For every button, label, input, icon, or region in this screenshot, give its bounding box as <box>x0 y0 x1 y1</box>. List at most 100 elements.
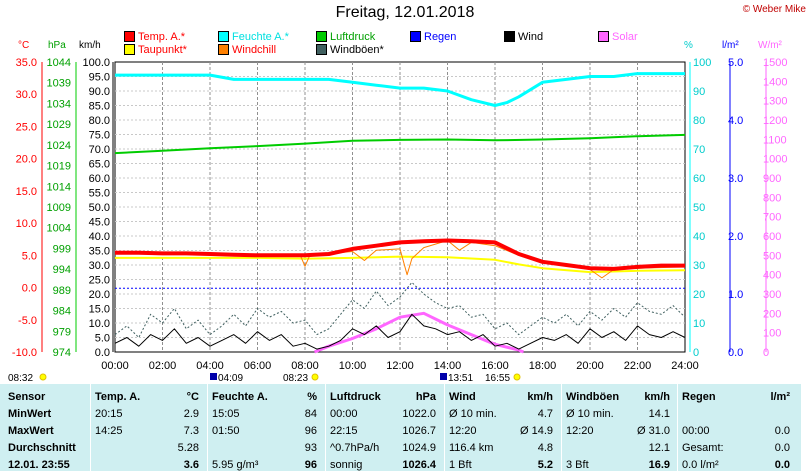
axis-header-rain: l/m² <box>722 40 739 51</box>
y-tick-solar: 200 <box>763 308 781 320</box>
y-tick-wind: 45.0 <box>89 217 110 229</box>
y-tick-pressure: 1004 <box>47 223 71 235</box>
y-tick-wind: 75.0 <box>89 130 110 142</box>
y-tick-wind: 85.0 <box>89 101 110 113</box>
y-tick-wind: 15.0 <box>89 304 110 316</box>
stats-cell-value: 14.1 <box>648 408 670 420</box>
y-tick-rain: 0.0 <box>728 347 743 359</box>
axis-header-temp: °C <box>18 40 30 51</box>
legend-item-6: Taupunkt* <box>124 44 187 58</box>
y-tick-pressure: 989 <box>53 285 71 297</box>
y-tick-humidity: 60 <box>693 173 705 185</box>
y-tick-wind: 35.0 <box>89 246 110 258</box>
y-tick-temp: -10.0 <box>12 347 37 359</box>
sun-icon <box>513 373 521 381</box>
stats-cell-note: 01:50 <box>212 425 240 437</box>
stats-col-divider <box>677 384 678 471</box>
legend-swatch <box>218 44 229 55</box>
stats-cell-value: 4.8 <box>537 442 553 454</box>
legend-item-5: Solar <box>598 31 638 45</box>
legend-item-1: Feuchte A.* <box>218 31 289 45</box>
legend-swatch <box>124 31 135 42</box>
y-tick-humidity: 100 <box>693 57 711 69</box>
stats-table-background <box>0 384 801 471</box>
y-tick-humidity: 50 <box>693 202 705 214</box>
stats-header: Wind <box>449 391 476 403</box>
y-tick-pressure: 1039 <box>47 78 71 90</box>
x-tick-label: 04:00 <box>196 360 224 372</box>
x-tick-label: 20:00 <box>576 360 604 372</box>
stats-cell-value: 1022.0 <box>402 408 436 420</box>
y-tick-humidity: 70 <box>693 144 705 156</box>
legend-label: Luftdruck <box>330 31 376 43</box>
series-luftdruck <box>114 133 686 155</box>
stats-row-label: 12.01. 23:55 <box>8 459 70 471</box>
y-tick-rain: 2.0 <box>728 231 743 243</box>
legend-swatch <box>316 44 327 55</box>
stats-header: Windböen <box>566 391 620 403</box>
stats-cell-value: 16.9 <box>648 459 670 471</box>
legend-swatch <box>124 44 135 55</box>
axis-header-solar: W/m² <box>758 40 782 51</box>
legend-item-2: Luftdruck <box>316 31 375 45</box>
copyright-label[interactable]: © Weber Mike <box>742 4 806 15</box>
stats-col-divider <box>444 384 445 471</box>
series-feuchte-a <box>115 72 685 107</box>
stats-header: Regen <box>682 391 716 403</box>
x-tick-label: 08:00 <box>291 360 319 372</box>
moon-icon <box>440 373 447 380</box>
marker-time-1: 04:09 <box>218 373 243 384</box>
stats-cell-note: 20:15 <box>95 408 123 420</box>
series-windchill <box>114 240 686 279</box>
stats-header: Luftdruck <box>330 391 381 403</box>
y-tick-wind: 60.0 <box>89 173 110 185</box>
legend-label: Temp. A.* <box>138 31 186 43</box>
x-tick-label: 18:00 <box>529 360 557 372</box>
stats-unit: °C <box>186 391 199 403</box>
legend-swatch <box>316 31 327 42</box>
y-tick-rain: 3.0 <box>728 173 743 185</box>
y-tick-solar: 1100 <box>763 134 787 146</box>
legend-label: Feuchte A.* <box>232 31 289 43</box>
stats-header: Temp. A. <box>95 391 141 403</box>
y-tick-solar: 1300 <box>763 96 787 108</box>
legend-item-8: Windböen* <box>316 44 384 58</box>
stats-cell-value: 1026.4 <box>402 459 436 471</box>
series-wind <box>114 313 686 350</box>
x-tick-label: 02:00 <box>149 360 177 372</box>
stats-cell-value: 12.1 <box>648 442 670 454</box>
stats-cell-note: 00:00 <box>330 408 358 420</box>
y-tick-wind: 25.0 <box>89 275 110 287</box>
y-tick-temp: 15.0 <box>16 186 37 198</box>
y-tick-wind: 65.0 <box>89 159 110 171</box>
sun-icon <box>311 373 319 381</box>
y-tick-solar: 100 <box>763 328 781 340</box>
stats-col-divider <box>207 384 208 471</box>
y-tick-temp: 10.0 <box>16 218 37 230</box>
stats-cell-value: 0.0 <box>774 459 790 471</box>
stats-cell-note: Ø 10 min. <box>449 408 497 420</box>
stats-cell-value: 1024.9 <box>402 442 436 454</box>
moon-icon <box>210 373 217 380</box>
y-tick-solar: 400 <box>763 270 781 282</box>
stats-cell-note: Ø 10 min. <box>566 408 614 420</box>
stats-col-divider <box>561 384 562 471</box>
stats-cell-value: 93 <box>304 442 317 454</box>
y-tick-humidity: 80 <box>693 115 705 127</box>
y-tick-temp: 25.0 <box>16 121 37 133</box>
stats-cell-value: 96 <box>304 425 317 437</box>
stats-cell-note: 1 Bft <box>449 459 472 471</box>
stats-unit: % <box>307 391 317 403</box>
y-tick-pressure: 1019 <box>47 161 71 173</box>
stats-unit: hPa <box>415 391 436 403</box>
y-tick-wind: 0.0 <box>95 347 110 359</box>
stats-cell-note: sonnig <box>330 459 363 471</box>
x-tick-label: 10:00 <box>339 360 367 372</box>
stats-cell-value: Ø 14.9 <box>519 425 553 437</box>
y-tick-wind: 55.0 <box>89 188 110 200</box>
stats-cell-note: 12:20 <box>449 425 477 437</box>
stats-cell-value: 2.9 <box>183 408 199 420</box>
y-tick-humidity: 30 <box>693 260 705 272</box>
y-tick-pressure: 979 <box>53 326 71 338</box>
y-tick-temp: 35.0 <box>16 57 37 69</box>
